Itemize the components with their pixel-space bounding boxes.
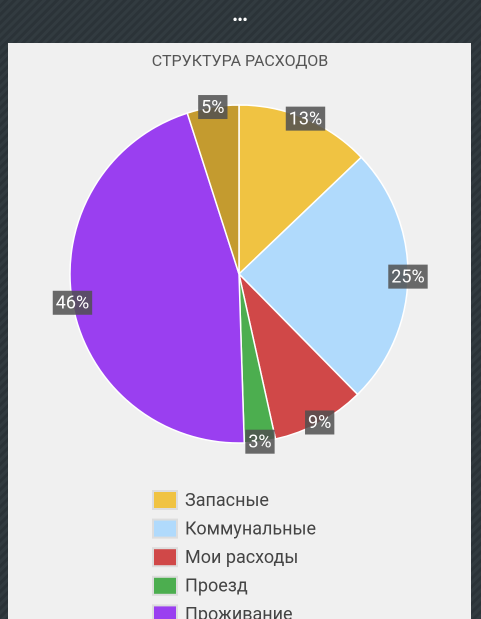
legend-swatch xyxy=(152,490,178,510)
data-label: 5% xyxy=(201,97,224,118)
label-background xyxy=(245,429,275,454)
data-label: 46% xyxy=(56,293,89,314)
label-background xyxy=(285,106,326,131)
chart-title: СТРУКТУРА РАСХОДОВ xyxy=(152,51,328,70)
data-label: 9% xyxy=(308,412,331,433)
legend-label: Проживание xyxy=(185,604,293,619)
label-background xyxy=(388,264,428,289)
data-label: 3% xyxy=(248,431,271,452)
label-background xyxy=(305,410,335,435)
legend-label: Коммунальные xyxy=(185,518,316,539)
legend-swatch xyxy=(152,575,178,596)
legend-label: Мои расходы xyxy=(185,547,298,568)
label-background xyxy=(52,290,93,315)
data-label: 25% xyxy=(391,266,424,287)
legend-swatch xyxy=(152,547,178,568)
legend-swatch xyxy=(152,518,178,539)
menu-button[interactable]: ••• xyxy=(232,13,247,29)
data-label: 13% xyxy=(289,108,322,129)
legend-swatch xyxy=(152,604,178,619)
legend-label: Запасные xyxy=(185,490,269,511)
label-background xyxy=(198,95,228,120)
legend-label: Проезд xyxy=(185,576,248,597)
